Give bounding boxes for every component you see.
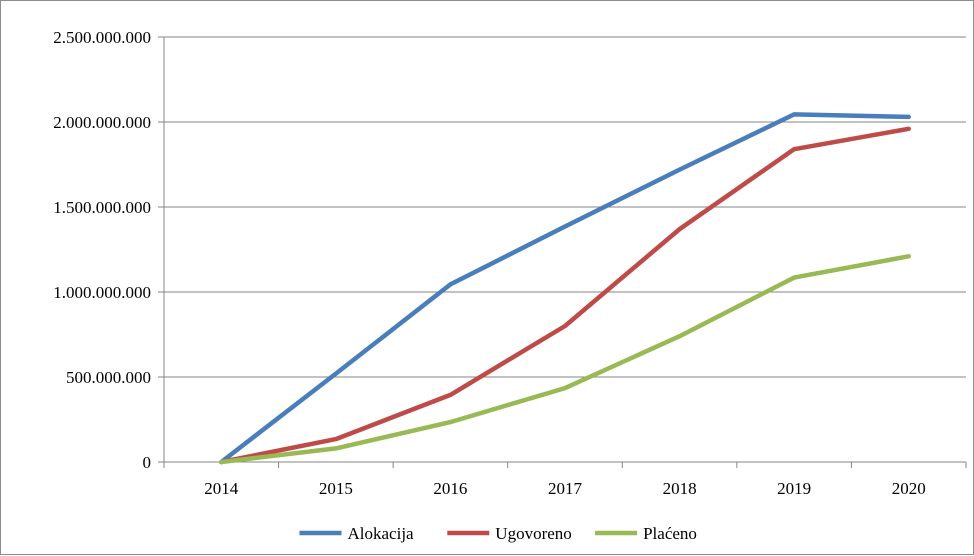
y-tick-label: 500.000.000 xyxy=(66,368,151,387)
y-tick-label: 2.500.000.000 xyxy=(53,28,151,47)
x-tick-label: 2016 xyxy=(433,479,467,498)
x-tick-label: 2014 xyxy=(204,479,239,498)
legend-label-2: Plaćeno xyxy=(643,524,697,543)
legend-label-1: Ugovoreno xyxy=(495,524,571,543)
y-tick-label: 0 xyxy=(143,453,152,472)
legend: Alokacija Ugovoreno Plaćeno xyxy=(300,524,697,543)
y-tick-label: 1.500.000.000 xyxy=(53,198,151,217)
x-tick-label: 2020 xyxy=(892,479,926,498)
legend-label-0: Alokacija xyxy=(348,524,415,543)
x-tick-label: 2017 xyxy=(548,479,583,498)
axes: 0 500.000.000 1.000.000.000 1.500.000.000 2.… xyxy=(53,28,966,498)
x-tick-label: 2015 xyxy=(319,479,353,498)
series-line-alokacija xyxy=(221,114,908,462)
x-tick-label: 2018 xyxy=(663,479,697,498)
y-tick-label: 1.000.000.000 xyxy=(53,283,151,302)
series-line-pla-eno xyxy=(221,256,908,462)
y-tick-label: 2.000.000.000 xyxy=(53,113,151,132)
series-lines xyxy=(221,114,908,462)
series-line-ugovoreno xyxy=(221,129,908,462)
x-tick-label: 2019 xyxy=(777,479,811,498)
